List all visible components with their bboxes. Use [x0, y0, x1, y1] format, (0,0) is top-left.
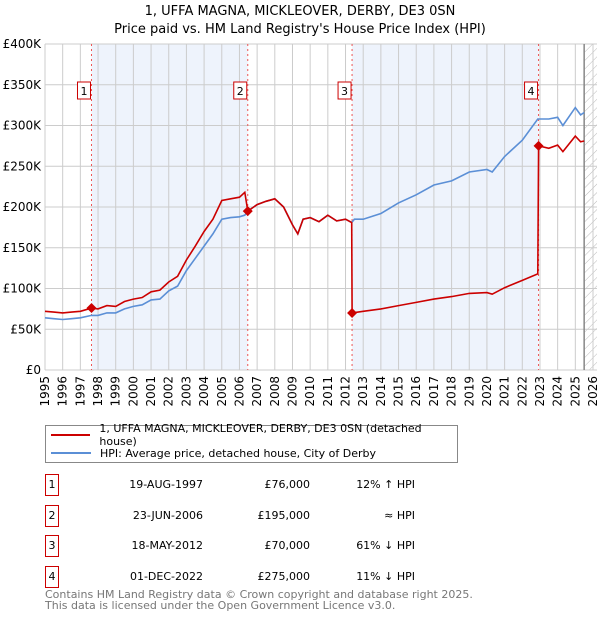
x-tick-label: 2003	[179, 376, 193, 407]
sale-number-badge: 1	[45, 474, 59, 496]
x-tick-label: 2013	[356, 376, 370, 407]
x-tick-label: 2000	[126, 376, 140, 407]
x-tick-label: 2002	[162, 376, 176, 407]
y-tick-label: £300K	[3, 119, 43, 133]
chart-title: 1, UFFA MAGNA, MICKLEOVER, DERBY, DE3 0S…	[144, 4, 456, 19]
sale-hpi-relation: ≈ HPI	[384, 508, 415, 522]
line-chart: £0 £50K £100K £150K £200K £250K £300K £350K £400…	[3, 37, 600, 407]
sale-label-number: 1	[80, 85, 87, 98]
sale-label-number: 3	[341, 85, 348, 98]
x-tick-label: 2017	[427, 376, 441, 407]
legend-label: 1, UFFA MAGNA, MICKLEOVER, DERBY, DE3 0S…	[99, 422, 422, 448]
sale-hpi-relation: 11% ↓ HPI	[356, 569, 415, 583]
sale-hpi-relation: 12% ↑ HPI	[356, 478, 415, 491]
x-tick-label: 2005	[215, 376, 229, 407]
y-tick-label: £0	[26, 363, 41, 377]
x-tick-label: 2020	[480, 376, 494, 407]
x-tick-label: 1999	[109, 376, 123, 407]
x-tick-label: 1998	[91, 376, 105, 407]
sale-number-badge: 4	[45, 565, 59, 588]
y-tick-label: £350K	[3, 78, 43, 92]
sale-point	[86, 303, 97, 314]
x-tick-label: 2014	[374, 376, 388, 407]
sale-price: £70,000	[264, 539, 311, 552]
sale-row: 2 23-JUN-2006 £195,000 ≈ HPI	[45, 504, 445, 527]
x-tick-label: 2026	[586, 376, 600, 407]
sale-number-badge: 3	[45, 535, 59, 557]
sale-price: £76,000	[264, 478, 311, 491]
sale-label-number: 2	[237, 85, 244, 98]
sale-label-box	[337, 81, 352, 100]
chart-subtitle: Price paid vs. HM Land Registry's House …	[114, 22, 486, 37]
y-tick-label: £150K	[3, 241, 43, 255]
x-tick-label: 2012	[339, 376, 353, 407]
y-tick-label: £100K	[3, 282, 43, 296]
sale-date: 01-DEC-2022	[129, 569, 203, 583]
sale-price: £195,000	[257, 508, 311, 522]
sale-row: 3 18-MAY-2012 £70,000 61% ↓ HPI	[45, 535, 445, 557]
legend-item-property: 1, UFFA MAGNA, MICKLEOVER, DERBY, DE3 0S…	[51, 422, 457, 448]
legend: 1, UFFA MAGNA, MICKLEOVER, DERBY, DE3 0S…	[45, 422, 458, 463]
footer-licence: This data is licensed under the Open Gov…	[45, 599, 396, 612]
x-tick-label: 2007	[250, 376, 264, 407]
x-tick-label: 1995	[38, 376, 52, 407]
x-tick-label: 2019	[462, 376, 476, 407]
x-tick-label: 2018	[445, 376, 459, 407]
sale-date: 18-MAY-2012	[131, 539, 203, 552]
x-tick-label: 1997	[73, 376, 87, 407]
sale-row: 1 19-AUG-1997 £76,000 12% ↑ HPI	[45, 474, 445, 496]
x-tick-label: 2025	[568, 376, 582, 407]
y-tick-label: £250K	[3, 159, 43, 173]
sale-label-box	[76, 81, 91, 100]
sale-date: 23-JUN-2006	[132, 508, 203, 522]
sale-point	[242, 206, 253, 217]
legend-swatch-blue	[51, 452, 91, 454]
sale-label-number: 4	[528, 85, 535, 98]
legend-swatch-red	[51, 434, 91, 436]
y-tick-label: £200K	[3, 200, 43, 214]
y-tick-label: £50K	[10, 322, 42, 336]
x-tick-label: 2022	[515, 376, 529, 407]
sale-label-box	[524, 81, 539, 100]
series-line-property	[44, 134, 585, 314]
x-tick-label: 2004	[197, 376, 211, 407]
x-tick-label: 1996	[56, 376, 70, 407]
sale-price: £275,000	[257, 569, 311, 583]
x-tick-label: 2021	[498, 376, 512, 407]
sale-number-badge: 2	[45, 504, 59, 527]
sale-point	[533, 140, 544, 151]
sale-date: 19-AUG-1997	[129, 478, 203, 491]
sale-label-box	[233, 81, 248, 100]
x-tick-label: 2023	[533, 376, 547, 407]
x-tick-label: 2006	[232, 376, 246, 407]
x-tick-label: 2009	[285, 376, 299, 407]
x-tick-label: 2024	[551, 376, 565, 407]
x-tick-label: 2016	[409, 376, 423, 407]
x-tick-label: 2008	[268, 376, 282, 407]
sale-row: 4 01-DEC-2022 £275,000 11% ↓ HPI	[45, 565, 445, 588]
y-tick-label: £400K	[3, 37, 43, 51]
x-tick-label: 2015	[392, 376, 406, 407]
legend-label: HPI: Average price, detached house, City…	[100, 446, 377, 460]
x-tick-label: 2010	[303, 376, 317, 407]
sale-hpi-relation: 61% ↓ HPI	[356, 539, 415, 552]
x-tick-label: 2001	[144, 376, 158, 407]
sale-point	[347, 307, 358, 318]
legend-item-hpi: HPI: Average price, detached house, City…	[51, 445, 376, 461]
x-tick-label: 2011	[321, 376, 335, 407]
footer-copyright: Contains HM Land Registry data © Crown c…	[45, 588, 473, 601]
